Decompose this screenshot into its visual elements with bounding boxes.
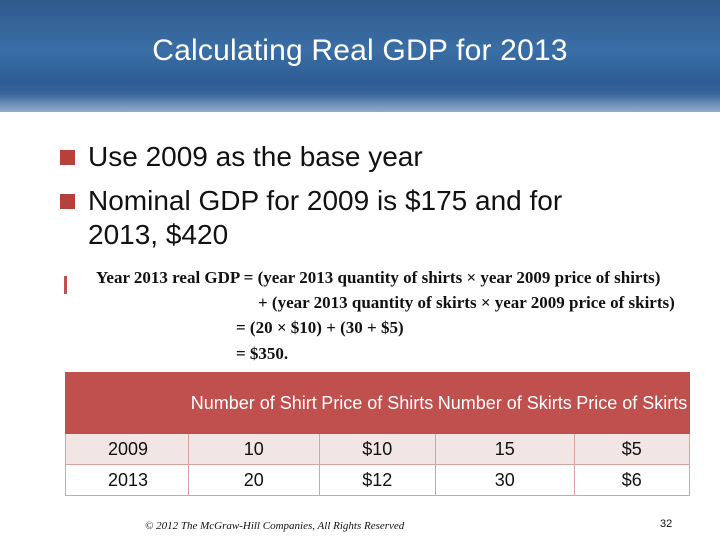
slide-title: Calculating Real GDP for 2013 — [0, 34, 720, 68]
data-table: Number of Shirt Price of Shirts Number o… — [65, 372, 690, 496]
bullet-base-year: Use 2009 as the base year — [66, 140, 423, 174]
table-cell: $10 — [319, 434, 435, 465]
table-cell: 2013 — [66, 465, 189, 496]
bullet-square-icon — [60, 194, 75, 209]
bullet-square-icon — [60, 150, 75, 165]
table-cell: $5 — [574, 434, 689, 465]
equation-line-2: + (year 2013 quantity of skirts × year 2… — [258, 293, 675, 313]
table-cell: $12 — [319, 465, 435, 496]
table-header-cell: Number of Skirts — [435, 373, 574, 434]
bullet-text: Nominal GDP for 2009 is $175 and for 201… — [66, 184, 626, 252]
table-cell: 15 — [435, 434, 574, 465]
table-header-cell: Price of Skirts — [574, 373, 689, 434]
table-cell: $6 — [574, 465, 689, 496]
bullet-text: Use 2009 as the base year — [66, 140, 423, 174]
equation-line-4: = $350. — [236, 344, 288, 364]
table-row: 2013 20 $12 30 $6 — [66, 465, 690, 496]
table-cell: 2009 — [66, 434, 189, 465]
equation-line-3: = (20 × $10) + (30 + $5) — [236, 318, 404, 338]
copyright-footer: © 2012 The McGraw-Hill Companies, All Ri… — [145, 520, 404, 532]
equation-line-1: Year 2013 real GDP = (year 2013 quantity… — [96, 268, 660, 288]
page-number: 32 — [660, 518, 672, 530]
bullet-stub-mark — [64, 276, 67, 294]
table-cell: 30 — [435, 465, 574, 496]
table-cell: 10 — [189, 434, 320, 465]
bullet-nominal-gdp: Nominal GDP for 2009 is $175 and for 201… — [66, 184, 626, 252]
table-header-row: Number of Shirt Price of Shirts Number o… — [66, 373, 690, 434]
table-header-cell: Number of Shirt — [189, 373, 320, 434]
table-header-cell: Price of Shirts — [319, 373, 435, 434]
table-header-cell — [66, 373, 189, 434]
table-cell: 20 — [189, 465, 320, 496]
table-row: 2009 10 $10 15 $5 — [66, 434, 690, 465]
